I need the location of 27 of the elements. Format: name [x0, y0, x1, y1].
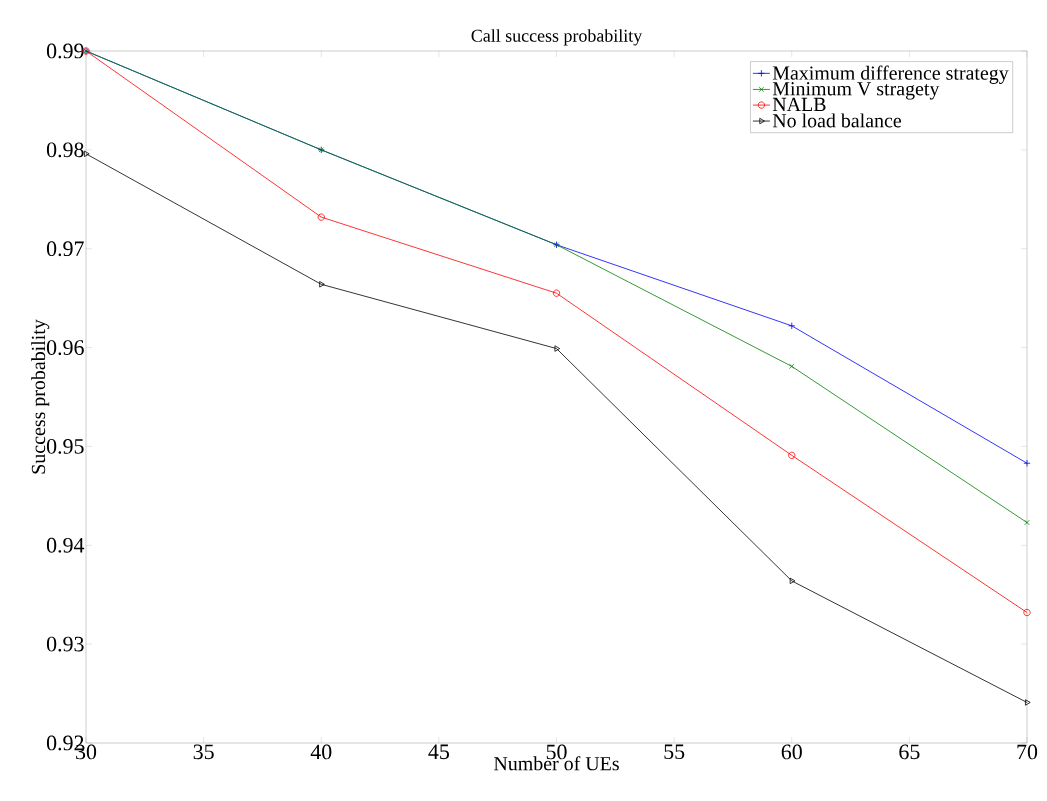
y-tick-label: 0.99: [46, 43, 84, 59]
point: [319, 281, 325, 288]
point: [1025, 699, 1031, 706]
x-tick-label: 55: [664, 744, 685, 760]
x-tick-label: 70: [1017, 744, 1038, 760]
point: [317, 213, 325, 221]
legend-label: No load balance: [772, 113, 902, 128]
x-tick-label: 45: [428, 744, 449, 760]
point: [788, 322, 796, 330]
point: [554, 345, 561, 352]
point: [1023, 459, 1031, 467]
point: [1024, 519, 1030, 526]
point: [84, 150, 90, 157]
x-tick-label: 35: [193, 744, 214, 760]
x-tick-label: 65: [899, 744, 920, 760]
x-tick-label: 40: [310, 744, 332, 760]
y-tick-label: 0.94: [46, 537, 85, 553]
y-tick-label: 0.97: [46, 241, 84, 257]
point: [1023, 608, 1031, 617]
point: [788, 451, 796, 459]
y-tick-label: 0.98: [46, 142, 84, 158]
chart-title: Call success probability: [471, 29, 643, 46]
x-tick-label: 60: [781, 744, 802, 760]
point: [789, 363, 795, 370]
point: [789, 577, 796, 585]
y-tick-label: 0.93: [46, 636, 84, 652]
point: [552, 289, 561, 297]
